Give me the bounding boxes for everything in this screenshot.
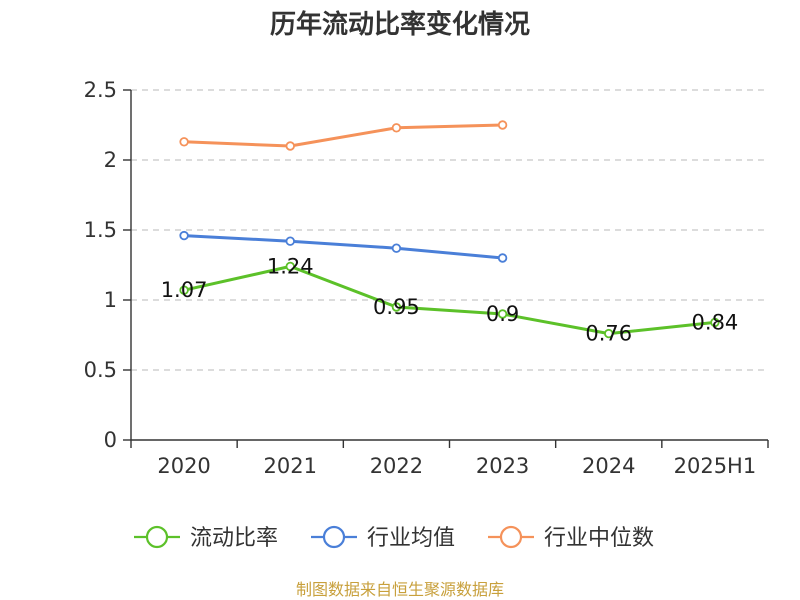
legend-marker-2 xyxy=(499,525,523,549)
y-tick-label-3: 1.5 xyxy=(84,218,117,242)
y-tick-label-5: 2.5 xyxy=(84,78,117,102)
x-tick-label-5: 2025H1 xyxy=(674,454,757,478)
data-label-5: 0.84 xyxy=(692,310,739,334)
series-1-point-0 xyxy=(179,230,189,241)
legend-item-1[interactable]: 行业均值 xyxy=(311,525,455,551)
series-2-point-2 xyxy=(391,123,402,133)
data-label-2: 0.95 xyxy=(373,295,420,319)
series-1-point-3 xyxy=(497,253,508,263)
series-0-point-1 xyxy=(285,261,295,272)
legend-marker-1 xyxy=(322,525,346,549)
data-label-0: 1.07 xyxy=(161,278,208,302)
y-tick-label-4: 2 xyxy=(104,148,117,172)
series-0-point-2 xyxy=(391,302,402,312)
data-labels: 1.07 1.24 0.95 0.9 0.76 0.84 xyxy=(161,254,739,345)
source-note: 制图数据来自恒生聚源数据库 xyxy=(296,580,504,599)
series-0-point-3 xyxy=(497,309,508,319)
series-1-point-2 xyxy=(391,243,402,253)
legend-item-2[interactable]: 行业中位数 xyxy=(488,525,654,551)
series-0-point-4 xyxy=(604,328,614,339)
series-2-point-3 xyxy=(497,120,508,130)
chart-title: 历年流动比率变化情况 xyxy=(270,9,530,40)
axes: 0 0.5 1 1.5 2 2.5 2020 2021 2022 2023 2024 2025H1 xyxy=(84,78,769,478)
x-tick-label-3: 2023 xyxy=(476,454,529,478)
y-tick-label-0: 0 xyxy=(104,428,117,452)
x-tick-label-1: 2021 xyxy=(264,454,317,478)
gridlines xyxy=(131,89,768,371)
series-1-point-1 xyxy=(285,236,295,246)
data-label-3: 0.9 xyxy=(486,302,519,326)
series-2-point-1 xyxy=(285,141,295,151)
x-tick-label-4: 2024 xyxy=(582,454,635,478)
data-label-1: 1.24 xyxy=(267,254,314,278)
y-tick-label-1: 0.5 xyxy=(84,358,117,382)
series-group xyxy=(179,120,720,339)
series-0-point-0 xyxy=(179,285,189,295)
legend-item-0[interactable]: 流动比率 xyxy=(134,525,278,551)
series-0-point-5 xyxy=(710,317,720,328)
data-label-4: 0.76 xyxy=(585,322,632,346)
legend[interactable]: 流动比率 行业均值 行业中位数 xyxy=(134,525,654,551)
series-line-2 xyxy=(184,123,503,148)
x-tick-label-0: 2020 xyxy=(157,454,210,478)
series-line-0 xyxy=(183,264,716,336)
legend-label-2: 行业中位数 xyxy=(544,526,654,551)
series-2-point-0 xyxy=(179,137,189,147)
legend-marker-0 xyxy=(145,525,169,549)
legend-label-1: 行业均值 xyxy=(367,526,455,551)
series-line-1 xyxy=(184,234,503,260)
y-tick-label-2: 1 xyxy=(104,288,117,312)
legend-label-0: 流动比率 xyxy=(190,526,278,551)
x-tick-label-2: 2022 xyxy=(370,454,423,478)
